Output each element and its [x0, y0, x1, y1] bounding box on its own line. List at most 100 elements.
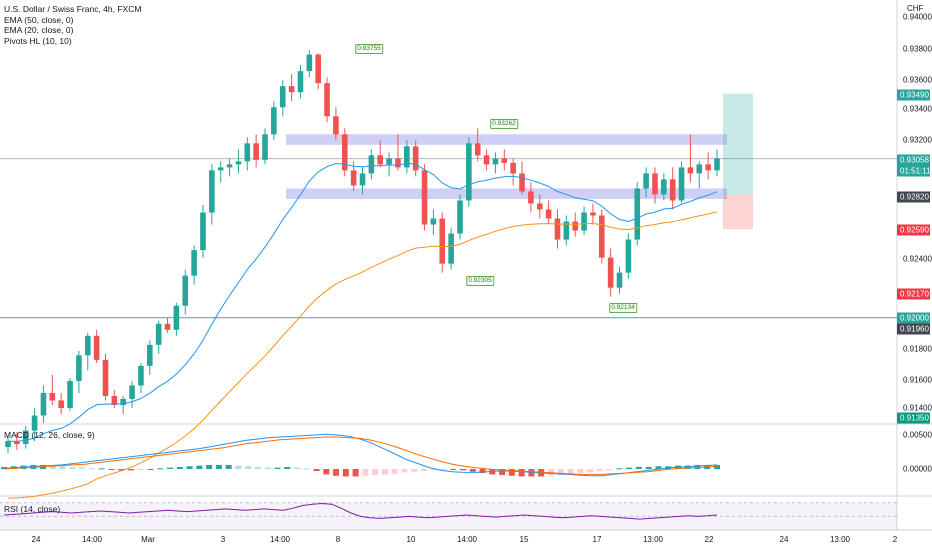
- rsi-legend[interactable]: RSI (14, close): [4, 504, 61, 514]
- candle-body: [111, 395, 118, 405]
- macd-histogram-bar: [313, 469, 320, 472]
- candle-body: [457, 200, 463, 234]
- time-tick: 14:00: [269, 535, 291, 544]
- symbol-title[interactable]: U.S. Dollar / Swiss Franc, 4h, FXCM: [4, 4, 142, 14]
- macd-histogram-bar: [635, 466, 642, 469]
- candle-body: [235, 161, 242, 165]
- time-tick: 10: [406, 535, 416, 544]
- chart-legend: U.S. Dollar / Swiss Franc, 4h, FXCM EMA …: [4, 4, 141, 46]
- macd-histogram-bar: [420, 469, 427, 472]
- candle-body: [519, 173, 525, 192]
- candle-body: [93, 335, 100, 360]
- time-tick: 13:00: [642, 535, 664, 544]
- candle-body: [155, 323, 162, 345]
- candle-body: [377, 155, 384, 165]
- price-tick: 0.93200: [903, 135, 932, 145]
- candle-body: [333, 116, 339, 135]
- candle-body: [412, 146, 419, 171]
- macd-histogram-bar: [440, 469, 447, 470]
- candle-body: [271, 107, 277, 135]
- candle-body: [510, 162, 516, 174]
- candle-body: [14, 441, 20, 445]
- price-tick: 0.93600: [903, 75, 932, 85]
- candle-body: [501, 158, 508, 163]
- time-tick: 17: [592, 535, 602, 544]
- current-price-label: 0.93058: [897, 154, 930, 166]
- price-tick: 0.94000: [903, 12, 932, 22]
- candle-body: [652, 173, 658, 195]
- candle-body: [306, 54, 313, 72]
- candle-body: [439, 218, 446, 264]
- entry-price-label: 0.92820: [897, 191, 930, 203]
- pivot-low-label: 0.92134: [609, 303, 637, 313]
- macd-legend[interactable]: MACD (12, 26, close, 9): [4, 430, 95, 440]
- pivots-legend[interactable]: Pivots HL (10, 10): [4, 35, 72, 46]
- candle-body: [625, 239, 632, 273]
- candle-body: [324, 83, 330, 117]
- macd-histogram-bar: [381, 469, 388, 475]
- candle-body: [714, 158, 720, 171]
- macd-histogram-bar: [645, 466, 652, 469]
- candle-body: [138, 365, 144, 386]
- price-tick: 0.91600: [903, 375, 932, 385]
- candle-body: [350, 170, 357, 186]
- price-tick: 0.91800: [903, 344, 932, 354]
- candle-body: [448, 233, 454, 264]
- candle-body: [705, 164, 711, 171]
- macd-histogram-bar: [79, 467, 86, 469]
- ema50-line: [7, 211, 718, 499]
- macd-histogram-bar: [88, 468, 95, 470]
- macd-histogram-bar: [557, 469, 564, 476]
- macd-histogram-bar: [655, 466, 662, 469]
- macd-histogram-bar: [264, 467, 271, 469]
- time-tick: 14:00: [81, 535, 103, 544]
- candle-body: [643, 173, 649, 189]
- macd-line: [3, 433, 718, 477]
- macd-histogram-bar: [69, 466, 76, 469]
- macd-histogram-bar: [333, 469, 340, 476]
- candle-body: [120, 398, 127, 405]
- macd-histogram-bar: [352, 469, 359, 477]
- candle-body: [279, 86, 286, 108]
- macd-histogram-bar: [479, 469, 486, 474]
- candle-body: [430, 218, 437, 225]
- time-tick: 24: [779, 535, 789, 544]
- macd-histogram-bar: [616, 468, 623, 470]
- candle-body: [421, 170, 428, 225]
- candle-body: [67, 380, 73, 408]
- macd-histogram-bar: [108, 469, 115, 470]
- pivot-low-label: 0.92305: [466, 276, 494, 286]
- candle-body: [315, 54, 321, 84]
- macd-histogram-bar: [430, 469, 437, 471]
- time-tick: Mar: [141, 535, 155, 544]
- macd-histogram-bar: [587, 469, 594, 473]
- macd-histogram-bar: [684, 465, 691, 469]
- macd-histogram-bar: [245, 466, 252, 469]
- macd-histogram-bar: [401, 469, 408, 473]
- candle-body: [147, 344, 153, 366]
- time-tick: 8: [335, 535, 341, 544]
- macd-histogram-bar: [323, 469, 330, 475]
- candle-body: [31, 415, 38, 431]
- macd-histogram-bar: [176, 466, 183, 469]
- ema50-legend[interactable]: EMA (50, close, 0): [4, 14, 74, 25]
- macd-tick: 0.00500: [903, 430, 932, 440]
- macd-histogram-bar: [303, 468, 310, 470]
- ema20-legend[interactable]: EMA (20, close, 0): [4, 25, 74, 35]
- candle-body: [22, 430, 29, 445]
- time-tick: 14:00: [456, 535, 478, 544]
- candle-body: [173, 305, 180, 330]
- macd-histogram-bar: [362, 469, 369, 476]
- candle-body: [253, 143, 259, 160]
- candle-body: [297, 71, 304, 93]
- resistance-zone: [286, 188, 727, 199]
- macd-histogram-bar: [59, 466, 66, 469]
- candle-body: [554, 218, 561, 240]
- long-position-loss: [723, 194, 753, 230]
- candle-body: [474, 143, 481, 156]
- macd-histogram-bar: [372, 469, 379, 476]
- candle-body: [466, 143, 472, 201]
- candle-body: [687, 167, 694, 174]
- candle-body: [5, 441, 11, 448]
